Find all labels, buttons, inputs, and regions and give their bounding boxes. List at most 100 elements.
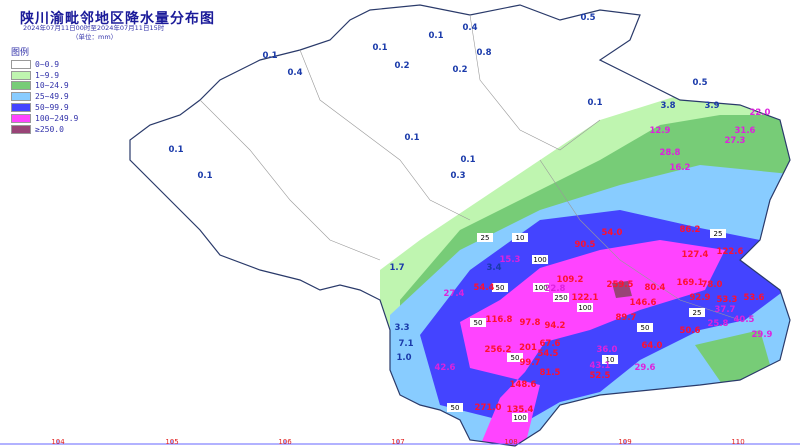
contour-value-tag: 50 [470, 318, 486, 327]
rainfall-value: 22.0 [750, 108, 771, 118]
rainfall-value: 146.6 [630, 298, 657, 308]
rainfall-value: 54.4 [474, 283, 495, 293]
rainfall-value: 3.8 [660, 101, 675, 111]
rainfall-value: 122.6 [717, 247, 744, 257]
rainfall-value: 256.2 [485, 345, 512, 355]
rainfall-value: 116.8 [486, 315, 513, 325]
rainfall-value: 15.3 [500, 255, 521, 265]
rainfall-value: 53.3 [717, 295, 738, 305]
legend-label: ≥250.0 [35, 124, 64, 134]
legend-title: 图例 [11, 48, 30, 58]
rainfall-value: 0.1 [262, 51, 277, 61]
contour-tag-label: 10 [516, 234, 525, 242]
rainfall-value: 50.6 [680, 326, 701, 336]
contour-tag-box [512, 233, 528, 242]
rainfall-value: 92.9 [690, 293, 711, 303]
rainfall-value: 1.0 [396, 353, 411, 363]
rainfall-value: 0.4 [462, 23, 477, 33]
rainfall-value: 64.0 [642, 341, 663, 351]
rainfall-value: 0.1 [372, 43, 387, 53]
longitude-label: 108 [504, 438, 518, 446]
longitude-label: 104 [51, 438, 65, 446]
contour-tag-label: 50 [641, 324, 650, 332]
contour-value-tag: 100 [532, 255, 548, 264]
contour-value-tag: 50 [507, 353, 523, 362]
contour-tag-box [492, 283, 508, 292]
contour-tag-label: 50 [496, 284, 505, 292]
county-border [469, 14, 601, 151]
rainfall-value: 0.3 [450, 171, 465, 181]
contour-tag-label: 250 [554, 294, 567, 302]
legend-item: 1~9.9 [11, 70, 78, 81]
contour-tag-box [637, 323, 653, 332]
longitude-label: 105 [165, 438, 179, 446]
legend-item: 50~99.9 [11, 102, 78, 113]
rainfall-value: 43.1 [590, 361, 611, 371]
longitude-label: 110 [731, 438, 745, 446]
legend-item: 25~49.9 [11, 91, 78, 102]
zone-10-24.9-southeast [695, 330, 772, 384]
legend-label: 50~99.9 [35, 103, 69, 113]
rainfall-value: 0.1 [197, 171, 212, 181]
rainfall-value: 0.2 [452, 65, 467, 75]
contour-tag-label: 25 [693, 309, 702, 317]
contour-tag-label: 25 [714, 230, 723, 238]
contour-tag-box [532, 255, 548, 264]
legend-label: 100~249.9 [35, 113, 79, 123]
contour-tag-box [553, 293, 569, 302]
rainfall-value: 37.7 [715, 305, 736, 315]
rainfall-value: 28.8 [660, 148, 681, 158]
rainfall-value: 80.4 [645, 283, 666, 293]
contour-value-tag: 100 [577, 303, 593, 312]
rainfall-value: 0.5 [580, 13, 595, 23]
rainfall-value: 40.5 [734, 315, 755, 325]
rainfall-value: 89.7 [616, 313, 637, 323]
rainfall-value: 54.5 [538, 349, 559, 359]
map-time-range: 2024年07月11日00时至2024年07月11日15时 [23, 24, 165, 32]
rainfall-value: 81.5 [540, 368, 561, 378]
zone-100-249.9 [460, 240, 725, 446]
rainfall-value: 36.0 [597, 345, 618, 355]
rainfall-value: 201 [519, 343, 537, 353]
rainfall-value: 135.4 [507, 405, 534, 415]
contour-value-tag: 100 [533, 283, 549, 292]
rainfall-value: 27.3 [725, 136, 746, 146]
legend-item: 100~249.9 [11, 113, 78, 124]
legend-label: 1~9.9 [35, 70, 60, 80]
legend-swatch [11, 59, 31, 69]
county-border [199, 99, 381, 261]
rainfall-value: 0.1 [168, 145, 183, 155]
contour-value-tag: 10 [602, 355, 618, 364]
rainfall-value: 0.5 [692, 78, 707, 88]
legend-item: 0~0.9 [11, 59, 78, 70]
contour-tag-label: 100 [534, 284, 547, 292]
rainfall-value: 78.0 [702, 280, 723, 290]
contour-value-tag: 50 [447, 403, 463, 412]
contour-tag-box [477, 233, 493, 242]
contour-tag-box [577, 303, 593, 312]
contour-value-tag: 25 [689, 308, 705, 317]
rainfall-value: 67.6 [540, 339, 561, 349]
contour-tag-label: 50 [474, 319, 483, 327]
rainfall-value: 16.2 [670, 163, 691, 173]
contour-value-tag: 25 [710, 229, 726, 238]
rainfall-value: 25.8 [708, 319, 729, 329]
rainfall-value: 54.0 [602, 228, 623, 238]
rainfall-value: 0.8 [476, 48, 491, 58]
legend-label: 10~24.9 [35, 81, 69, 91]
contour-tag-box [602, 355, 618, 364]
contour-value-tag: 250 [553, 293, 569, 302]
rainfall-value: 42.6 [435, 363, 456, 373]
contour-tag-box [689, 308, 705, 317]
longitude-label: 107 [391, 438, 405, 446]
county-border [539, 159, 741, 321]
contour-tag-label: 50 [451, 404, 460, 412]
rainfall-value: 122.1 [572, 293, 599, 303]
rainfall-value: 127.4 [682, 250, 709, 260]
contour-tag-label: 50 [511, 354, 520, 362]
longitude-label: 109 [618, 438, 632, 446]
legend-swatch [11, 92, 31, 102]
legend-swatch [11, 70, 31, 80]
region-boundary [129, 4, 791, 447]
rainfall-value: 27.4 [444, 289, 465, 299]
